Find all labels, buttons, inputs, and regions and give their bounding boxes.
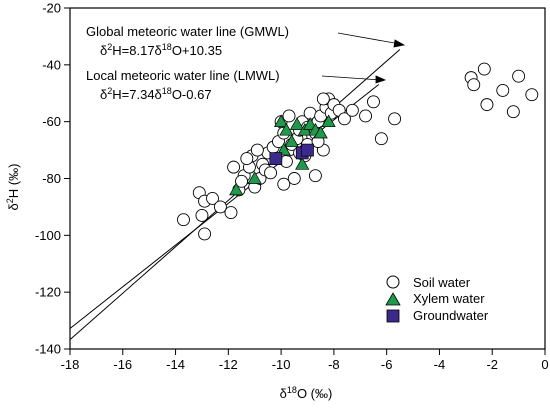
soil-water-point (506, 105, 520, 119)
soil-water-point (359, 109, 373, 123)
soil-water-point (308, 169, 322, 183)
legend-soil-label: Soil water (413, 275, 471, 290)
soil-water-point (235, 174, 248, 188)
y-tick-label: -40 (42, 57, 61, 72)
axis-ticks-layer: -18 -16 -14 -12 -10 -8 -6 -4 -2 0-140-120-100-80-… (35, 1, 549, 373)
soil-water-point (345, 103, 359, 117)
x-tick-label: 0 (541, 357, 548, 372)
xylem-water-point (321, 114, 336, 128)
soil-water-point (195, 208, 209, 222)
x-tick-label: -2 (486, 357, 498, 372)
xylem-water-point (247, 171, 262, 184)
soil-water-point (388, 112, 402, 126)
y-tick-label: -20 (42, 1, 61, 16)
soil-water-point (224, 206, 238, 220)
lmwl-arrow (321, 75, 387, 84)
soil-water-point (264, 166, 278, 180)
x-tick-label: -14 (166, 357, 185, 372)
x-tick-label: -12 (219, 357, 238, 372)
y-tick-label: -120 (35, 285, 61, 300)
legend-xylem-marker (385, 292, 401, 306)
gmwl-equation: δ2H=8.17δ18O+10.35 (100, 42, 222, 58)
xylem-water-point (289, 117, 305, 130)
soil-water-point (525, 88, 539, 102)
data-points-layer (177, 62, 539, 241)
soil-water-point (316, 92, 330, 106)
soil-water-point (367, 95, 380, 109)
soil-water-point (496, 83, 510, 97)
y-tick-label: -80 (42, 171, 61, 186)
y-tick-label: -60 (42, 114, 61, 129)
xylem-water-point (279, 122, 294, 136)
soil-water-point (277, 177, 291, 191)
x-tick-label: -6 (381, 357, 393, 372)
gmwl-arrow (337, 32, 406, 48)
legend-groundwater-marker (386, 309, 400, 323)
legend-groundwater-label: Groundwater (413, 308, 489, 323)
soil-water-point (282, 109, 296, 123)
soil-water-point (250, 143, 264, 157)
lmwl-equation: δ2H=7.34δ18O-0.67 (100, 86, 212, 102)
soil-water-point (213, 200, 227, 214)
legend-item-xylem-water: Xylem water (385, 291, 485, 306)
xylem-water-point (284, 134, 299, 147)
groundwater-point (301, 143, 314, 157)
lmwl-label: Local meteoric water line (LMWL) (86, 68, 280, 83)
legend-item-soil-water: Soil water (386, 275, 471, 290)
soil-water-point (467, 78, 481, 92)
xylem-water-point (295, 157, 310, 170)
xylem-water-point (274, 114, 289, 128)
soil-water-point (512, 69, 526, 83)
soil-water-point (374, 132, 388, 146)
soil-water-point (177, 213, 190, 227)
soil-water-point (198, 227, 212, 241)
legend-soil-marker (386, 275, 400, 289)
y-axis-title: δ2H (‰) (5, 164, 21, 211)
soil-water-point (227, 160, 241, 174)
groundwater-point (269, 152, 283, 165)
soil-water-point (477, 62, 491, 76)
soil-water-point (480, 98, 494, 112)
soil-water-point (279, 154, 293, 168)
y-tick-label: -140 (35, 342, 61, 357)
y-tick-label: -100 (35, 228, 61, 243)
gmwl-label: Global meteoric water line (GMWL) (86, 24, 289, 39)
soil-water-point (240, 152, 254, 166)
x-axis-title: δ18O (‰) (280, 385, 333, 401)
soil-water-point (206, 191, 219, 205)
xylem-water-point (229, 182, 244, 196)
soil-water-point (337, 112, 351, 126)
legend-xylem-label: Xylem water (413, 291, 485, 306)
soil-water-point (287, 172, 301, 185)
xylem-water-point (276, 142, 291, 156)
x-tick-label: -10 (272, 357, 291, 372)
xylem-water-point (313, 125, 328, 139)
x-tick-label: -16 (113, 357, 132, 372)
x-tick-label: -18 (61, 357, 80, 372)
x-tick-label: -4 (434, 357, 446, 372)
legend-item-groundwater: Groundwater (386, 308, 489, 323)
legend: Soil water Xylem water Groundwater (385, 275, 489, 323)
x-tick-label: -8 (328, 357, 340, 372)
